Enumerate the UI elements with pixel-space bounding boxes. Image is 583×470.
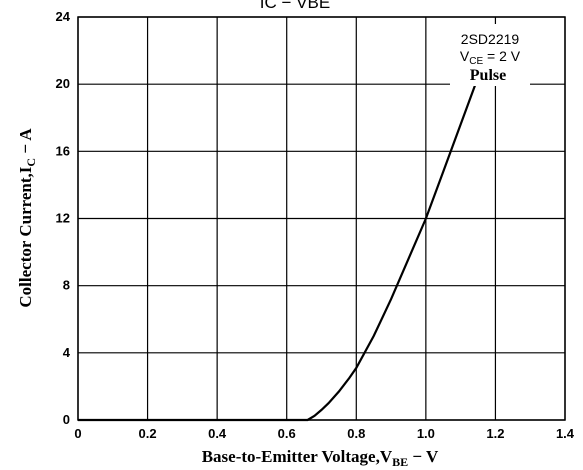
y-tick-label: 12: [56, 211, 70, 226]
y-tick-label: 16: [56, 143, 70, 158]
y-tick-label: 0: [63, 412, 70, 427]
y-tick-label: 24: [56, 9, 71, 24]
plot-frame: [77, 16, 566, 421]
y-tick-label: 8: [63, 278, 70, 293]
x-tick-label: 0: [74, 426, 81, 441]
condition-text: VCE = 2 V: [460, 48, 521, 67]
x-tick-labels: 0 0.2 0.4 0.6 0.8 1.0 1.2 1.4: [74, 426, 574, 441]
ic-vbe-curve: [78, 72, 481, 422]
x-tick-label: 0.8: [347, 426, 365, 441]
x-tick-label: 1.0: [417, 426, 435, 441]
y-tick-label: 4: [63, 345, 71, 360]
legend-box: [450, 24, 530, 86]
y-tick-labels: 0 4 8 12 16 20 24: [56, 9, 71, 427]
x-tick-label: 0.6: [278, 426, 296, 441]
x-axis-title: Base-to-Emitter Voltage,VBE − V: [202, 447, 439, 469]
x-tick-label: 0.4: [208, 426, 227, 441]
chart-title: IC − VBE: [260, 0, 330, 12]
part-number: 2SD2219: [461, 31, 520, 47]
y-axis-title: Collector Current,IC − A: [16, 128, 38, 308]
y-tick-label: 20: [56, 76, 70, 91]
pulse-label: Pulse: [470, 67, 506, 84]
x-tick-label: 0.2: [139, 426, 157, 441]
x-tick-label: 1.4: [556, 426, 575, 441]
x-tick-label: 1.2: [486, 426, 504, 441]
